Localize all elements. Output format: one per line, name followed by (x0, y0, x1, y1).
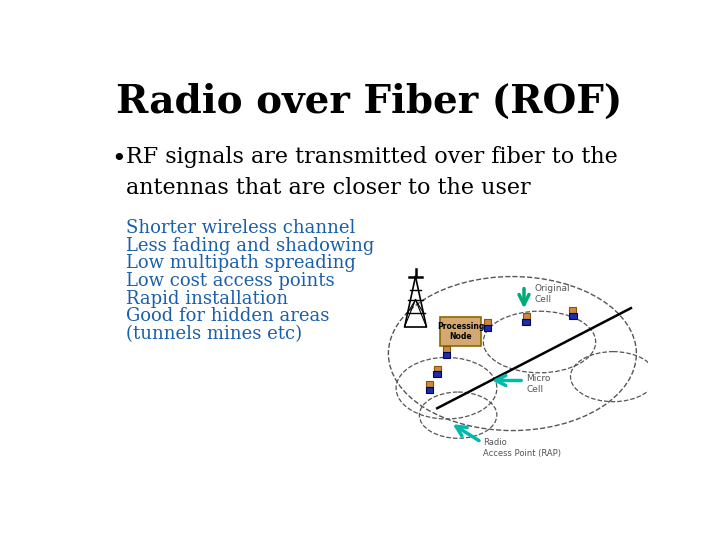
Text: Rapid installation: Rapid installation (126, 289, 288, 308)
FancyBboxPatch shape (444, 346, 450, 352)
Bar (443, 352, 451, 358)
Text: Radio over Fiber (ROF): Radio over Fiber (ROF) (116, 83, 622, 121)
Bar (523, 319, 530, 325)
Bar (484, 325, 492, 331)
Bar (426, 387, 433, 393)
Text: (tunnels mines etc): (tunnels mines etc) (126, 325, 302, 343)
FancyBboxPatch shape (485, 320, 491, 325)
Text: Low cost access points: Low cost access points (126, 272, 334, 290)
Text: •: • (112, 148, 127, 171)
Text: Low multipath spreading: Low multipath spreading (126, 254, 356, 272)
Bar (433, 372, 441, 377)
Bar (569, 313, 577, 319)
Text: Micro
Cell: Micro Cell (526, 374, 551, 394)
Text: Good for hidden areas: Good for hidden areas (126, 307, 329, 325)
Text: Shorter wireless channel: Shorter wireless channel (126, 219, 355, 237)
FancyBboxPatch shape (439, 316, 482, 346)
Text: Processing
Node: Processing Node (437, 321, 484, 341)
FancyBboxPatch shape (426, 381, 433, 387)
Text: Original
Cell: Original Cell (534, 284, 570, 303)
Text: Less fading and shadowing: Less fading and shadowing (126, 237, 374, 254)
FancyBboxPatch shape (570, 307, 576, 313)
Text: RF signals are transmitted over fiber to the
antennas that are closer to the use: RF signals are transmitted over fiber to… (126, 146, 618, 199)
FancyBboxPatch shape (523, 313, 530, 319)
Text: Radio
Access Point (RAP): Radio Access Point (RAP) (483, 438, 561, 458)
FancyBboxPatch shape (434, 366, 441, 372)
